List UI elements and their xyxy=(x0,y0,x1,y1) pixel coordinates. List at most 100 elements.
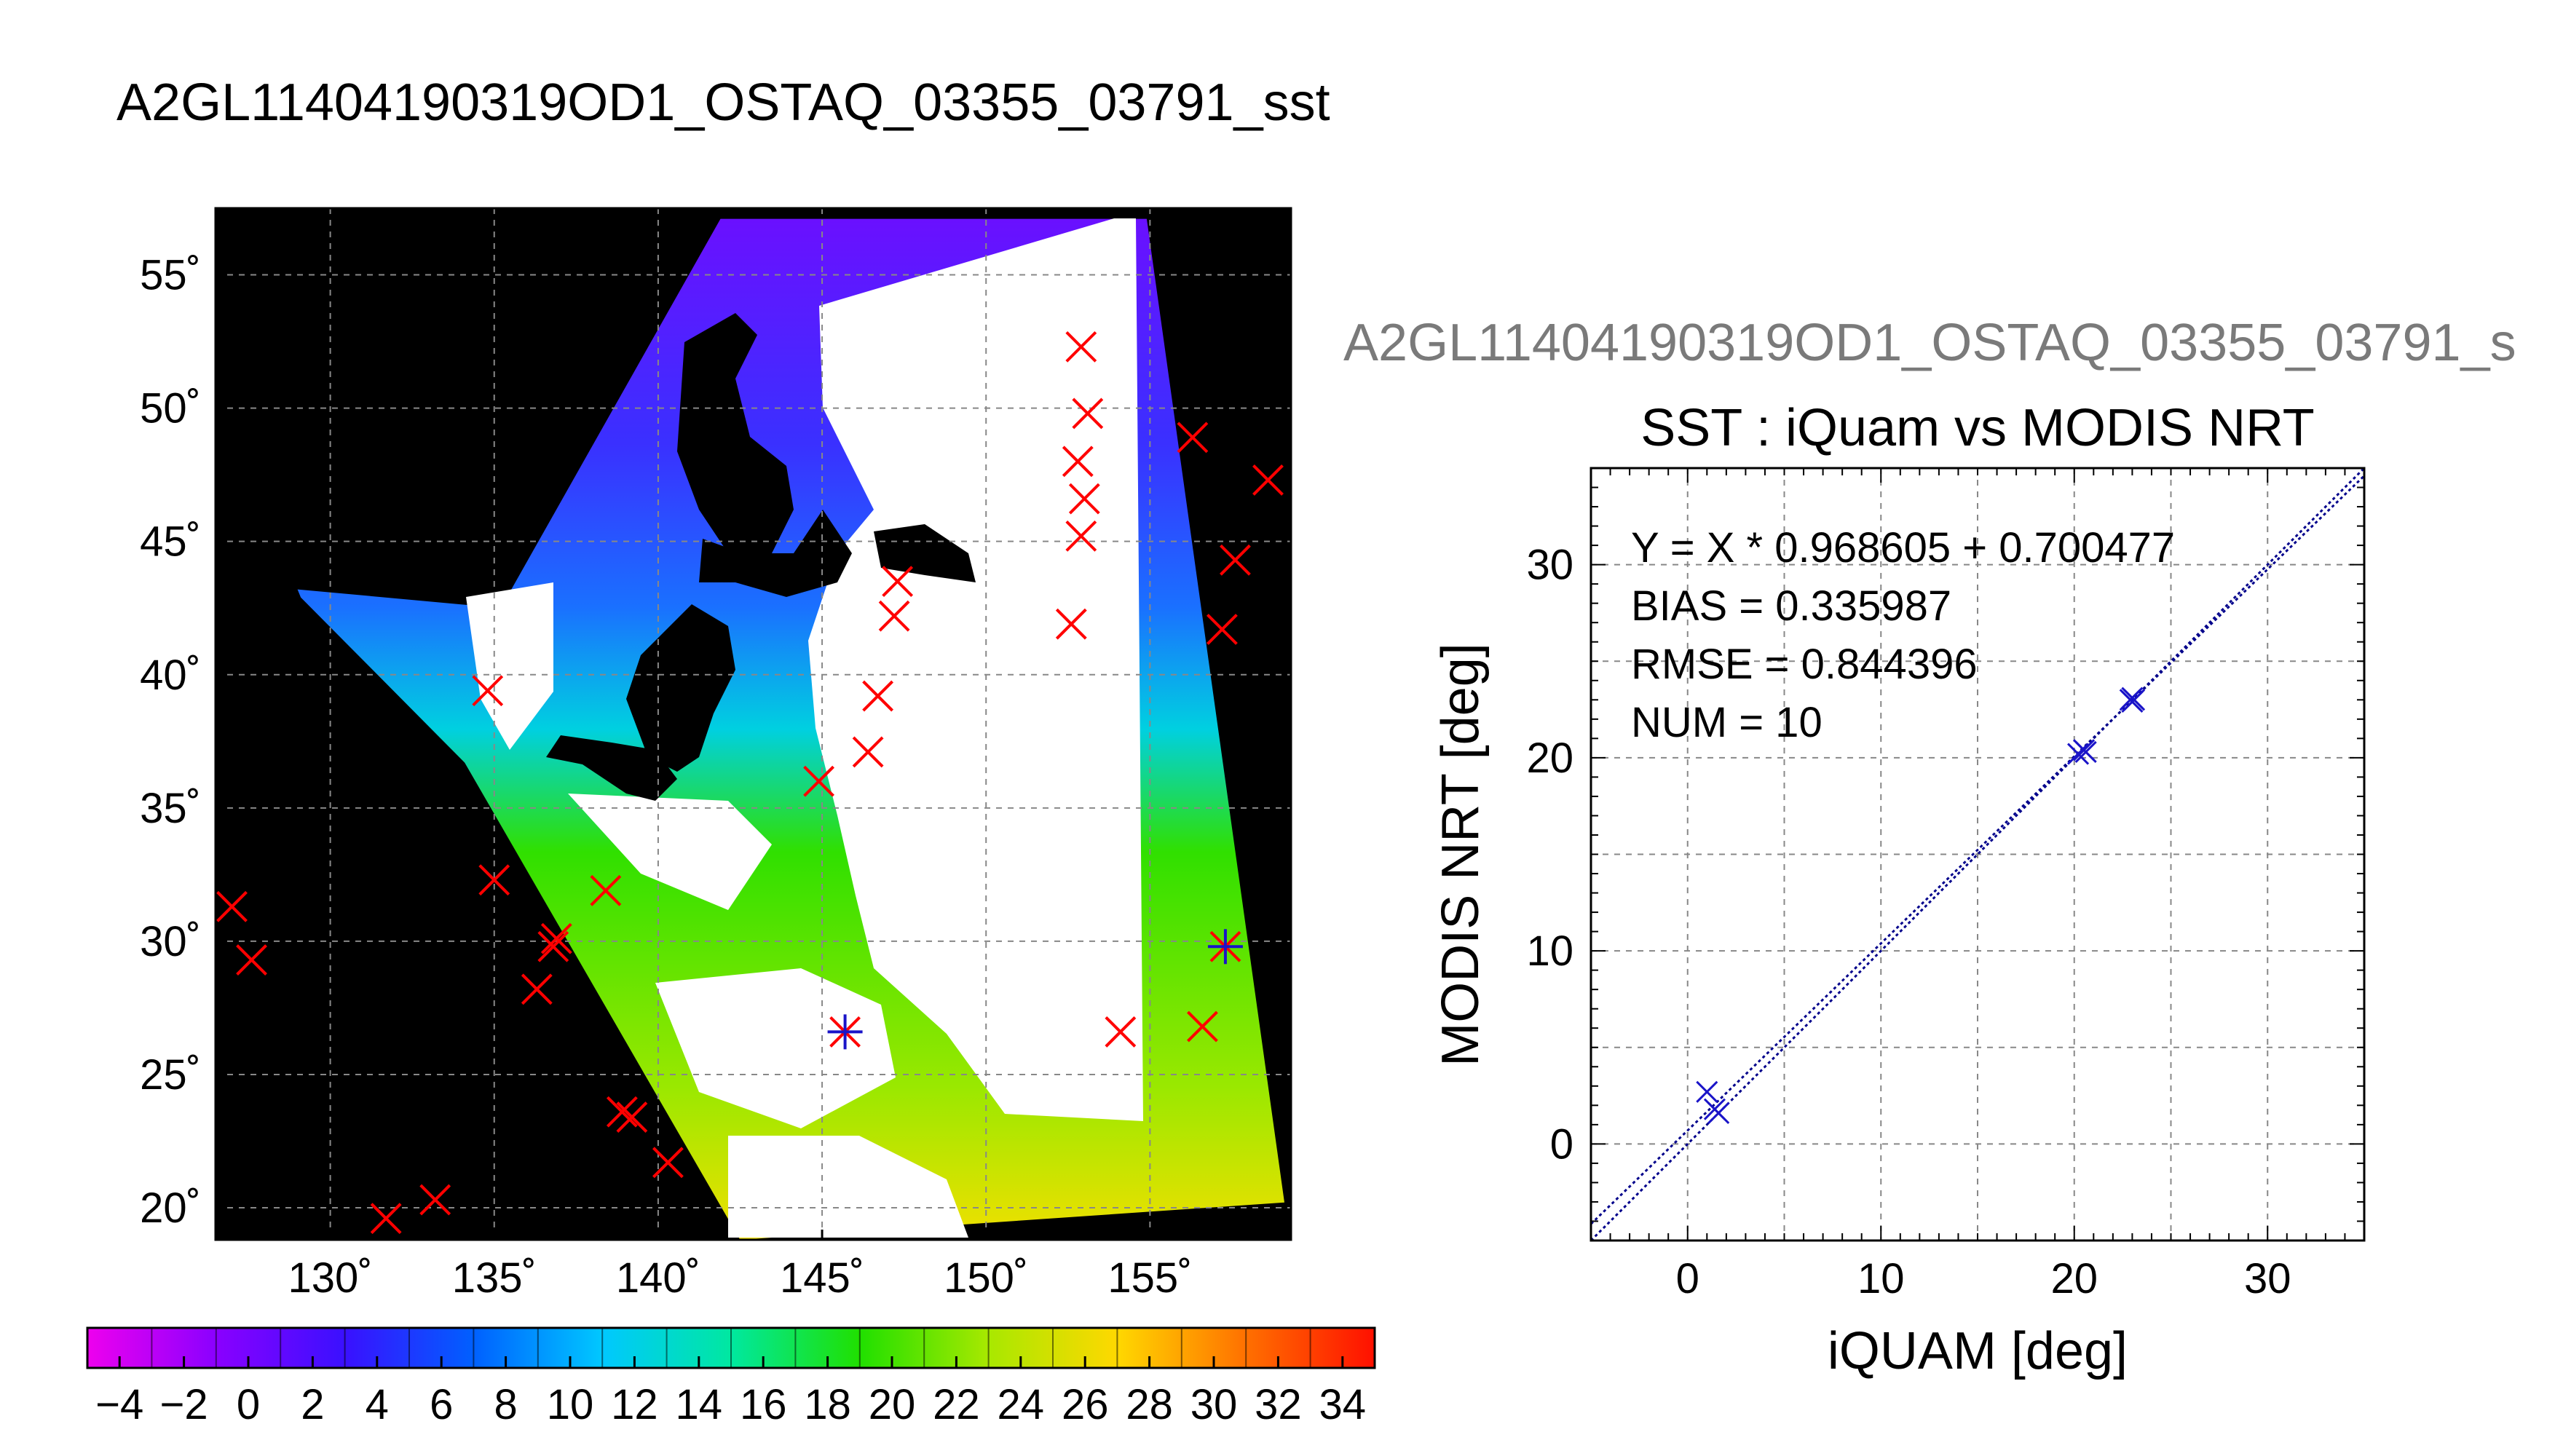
station-marker xyxy=(590,874,622,906)
colorbar-tick-label: −4 xyxy=(95,1381,143,1428)
sst-map: 130˚ 135˚ 140˚ 145˚ 150˚ 155˚ 20˚ 25˚ 30˚ 35˚ 40˚ 4… xyxy=(140,207,1292,1302)
station-marker-stroke xyxy=(1220,544,1251,576)
station-marker-stroke xyxy=(590,874,622,906)
station-marker xyxy=(1177,422,1209,454)
station-marker-stroke xyxy=(852,736,884,768)
colorbar-tick-label: 14 xyxy=(676,1381,723,1428)
map-markers xyxy=(216,331,1284,1235)
scatter-plot: SST : iQuam vs MODIS NRT 0 10 20 300102030 … xyxy=(1431,399,2366,1380)
scatter-annotation: RMSE = 0.844396 xyxy=(1631,641,1978,688)
station-marker xyxy=(803,765,834,797)
scatter-point xyxy=(1707,1101,1730,1124)
colorbar-ticks: −4 −2 0 2 4 6 8 10 12 14 16 18 20 22 24 26 28 30 32 34 xyxy=(95,1328,1366,1428)
station-marker xyxy=(1072,397,1104,430)
scatter-frame xyxy=(1590,467,2366,1242)
colorbar-tick-label: 18 xyxy=(804,1381,851,1428)
station-marker-stroke xyxy=(803,765,834,797)
station-marker xyxy=(1055,608,1087,640)
station-marker xyxy=(1207,614,1238,645)
lon-tick-label: 155˚ xyxy=(1107,1254,1192,1302)
lat-tick-label: 45˚ xyxy=(140,518,201,566)
colorbar-tick-label: 0 xyxy=(237,1381,260,1428)
station-marker-stroke xyxy=(1187,1010,1218,1042)
station-marker-stroke xyxy=(652,1147,684,1179)
station-marker-stroke xyxy=(1252,464,1284,496)
station-marker-stroke xyxy=(882,566,914,598)
colorbar-tick-label: 6 xyxy=(430,1381,453,1428)
station-marker xyxy=(852,736,884,768)
colorbar-tick-label: 16 xyxy=(740,1381,787,1428)
lat-tick-label: 30˚ xyxy=(140,918,201,965)
station-marker-stroke xyxy=(1105,1016,1137,1048)
scatter-xtick-label: 10 xyxy=(1857,1255,1905,1302)
station-marker-stroke xyxy=(236,944,267,976)
station-marker xyxy=(1062,446,1094,478)
station-marker xyxy=(521,973,553,1005)
match-marker xyxy=(1207,929,1243,965)
map-tick-labels: 130˚ 135˚ 140˚ 145˚ 150˚ 155˚ 20˚ 25˚ 30˚ 35˚ 40˚ 4… xyxy=(140,252,1192,1302)
scatter-point xyxy=(1696,1080,1718,1103)
scatter-ytick-label: 0 xyxy=(1550,1120,1573,1168)
colorbar-tick-label: 20 xyxy=(869,1381,916,1428)
cloud-mask xyxy=(466,218,1143,1238)
station-marker-stroke xyxy=(878,600,910,632)
lat-tick-label: 50˚ xyxy=(140,385,201,432)
colorbar-tick-label: 22 xyxy=(933,1381,980,1428)
scatter-ytick-label: 10 xyxy=(1526,927,1573,975)
scatter-xtick-label: 20 xyxy=(2050,1255,2098,1302)
colorbar-frame xyxy=(86,1326,1376,1369)
station-marker xyxy=(652,1147,684,1179)
map-title: A2GL11404190319OD1_OSTAQ_03355_03791_sst xyxy=(117,74,1330,132)
station-marker xyxy=(537,930,569,962)
station-marker-stroke xyxy=(1055,608,1087,640)
station-marker-stroke xyxy=(1207,614,1238,645)
map-gridlines xyxy=(216,208,1291,1240)
lat-tick-label: 25˚ xyxy=(140,1051,201,1099)
lon-tick-label: 140˚ xyxy=(616,1254,700,1302)
station-marker xyxy=(1065,520,1097,552)
scatter-file-title: A2GL11404190319OD1_OSTAQ_03355_03791_s xyxy=(1343,314,2516,372)
station-marker-stroke xyxy=(1062,446,1094,478)
scatter-point-stroke xyxy=(2074,740,2097,763)
scatter-point-stroke xyxy=(2121,690,2144,713)
lat-tick-label: 20˚ xyxy=(140,1184,201,1232)
lat-tick-label: 55˚ xyxy=(140,252,201,299)
lon-tick-label: 145˚ xyxy=(780,1254,864,1302)
station-marker xyxy=(878,600,910,632)
station-marker xyxy=(882,566,914,598)
station-marker xyxy=(478,864,510,896)
station-marker xyxy=(616,1101,648,1133)
colorbar-tick-label: −2 xyxy=(160,1381,208,1428)
scatter-xlabel: iQUAM [deg] xyxy=(1828,1322,2128,1380)
scatter-point-stroke xyxy=(2066,743,2090,765)
station-marker xyxy=(236,944,267,976)
station-marker-stroke xyxy=(537,930,569,962)
colorbar-tick-label: 12 xyxy=(611,1381,658,1428)
scatter-point-stroke xyxy=(1696,1080,1718,1103)
station-marker xyxy=(1068,483,1100,515)
station-marker xyxy=(1105,1016,1137,1048)
station-marker xyxy=(1065,331,1097,363)
station-marker xyxy=(370,1203,402,1235)
colorbar-tick-label: 24 xyxy=(998,1381,1045,1428)
map-frame xyxy=(214,207,1292,1241)
station-marker-stroke xyxy=(419,1184,451,1216)
station-marker xyxy=(216,890,248,922)
lat-tick-label: 40˚ xyxy=(140,652,201,699)
scatter-point xyxy=(2066,743,2090,765)
scatter-annotations: Y = X * 0.968605 + 0.700477 BIAS = 0.3359… xyxy=(1631,524,2175,746)
station-marker-stroke xyxy=(216,890,248,922)
colorbar-tick-label: 34 xyxy=(1319,1381,1367,1428)
scatter-ytick-label: 20 xyxy=(1526,735,1573,782)
scatter-point xyxy=(2121,690,2144,713)
scatter-annotation: BIAS = 0.335987 xyxy=(1631,582,1951,630)
station-marker-stroke xyxy=(1065,331,1097,363)
colorbar-tick-label: 10 xyxy=(547,1381,594,1428)
scatter-xtick-label: 30 xyxy=(2244,1255,2291,1302)
station-marker-stroke xyxy=(1177,422,1209,454)
scatter-annotation: Y = X * 0.968605 + 0.700477 xyxy=(1631,524,2175,571)
sst-colorbar: −4 −2 0 2 4 6 8 10 12 14 16 18 20 22 24 26 28 30 32 34 xyxy=(86,1326,1376,1428)
station-marker-stroke xyxy=(472,675,504,707)
station-marker xyxy=(419,1184,451,1216)
colorbar-tick-label: 32 xyxy=(1255,1381,1302,1428)
